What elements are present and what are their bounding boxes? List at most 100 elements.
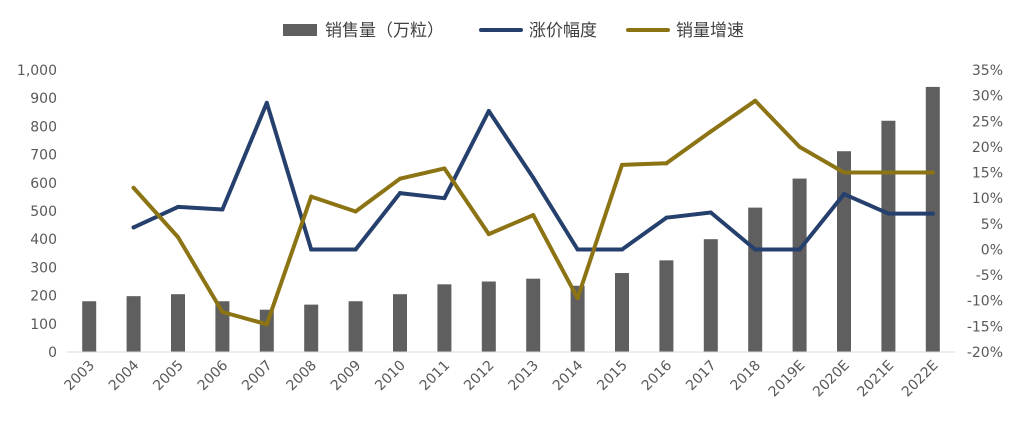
line-point (753, 247, 758, 252)
x-tick-label: 2012 (461, 358, 498, 395)
line-point (575, 296, 580, 301)
right-tick-label: -10% (967, 294, 1003, 310)
line-point (442, 196, 447, 201)
right-tick-label: 15% (972, 166, 1003, 182)
legend-label: 销售量（万粒） (325, 21, 444, 41)
line-point (353, 247, 358, 252)
bar (570, 285, 585, 352)
line-point (708, 129, 713, 134)
right-tick-label: 35% (972, 63, 1003, 79)
left-tick-label: 100 (30, 317, 57, 333)
line-point (264, 100, 269, 105)
line-point (886, 170, 891, 175)
bar (881, 120, 896, 352)
x-tick-label: 2005 (150, 358, 187, 395)
line-point (131, 225, 136, 230)
bar (526, 278, 541, 352)
line-point (575, 247, 580, 252)
x-tick-label: 2004 (106, 357, 143, 394)
line-point (398, 191, 402, 196)
x-tick-label: 2007 (239, 358, 276, 395)
left-tick-label: 1,000 (17, 63, 57, 79)
line-point (220, 207, 225, 212)
line-point (842, 170, 846, 175)
line-point (442, 166, 447, 171)
bar (925, 86, 940, 353)
x-tick-label: 2022E (899, 358, 942, 401)
line-point (930, 170, 935, 175)
line-point (620, 247, 624, 252)
line-point (708, 210, 713, 215)
left-tick-label: 600 (30, 176, 57, 192)
bar (126, 296, 141, 352)
bar (837, 151, 851, 352)
x-tick-label: 2015 (594, 358, 631, 395)
line-point (486, 109, 491, 114)
x-tick-label: 2010 (372, 358, 409, 395)
line-point (309, 247, 314, 252)
line-point (531, 213, 536, 218)
bar (703, 239, 718, 352)
line-point (398, 176, 402, 181)
bar (393, 294, 407, 352)
line-point (620, 162, 624, 167)
line-point (486, 232, 491, 237)
left-tick-label: 900 (30, 91, 57, 107)
line-point (797, 247, 802, 252)
right-tick-label: 0% (981, 242, 1003, 258)
bar (792, 178, 807, 352)
bar (171, 294, 185, 352)
line-point (664, 161, 669, 166)
right-tick-label: 30% (972, 89, 1003, 105)
left-tick-label: 700 (30, 148, 57, 164)
line-point (930, 211, 935, 216)
x-tick-label: 2021E (854, 358, 897, 401)
right-axis-ticks: -20% -15% -10% -5% 0% 5% 10% 15% 20% 25% 30% 35% (967, 63, 1003, 361)
line-point (531, 175, 536, 180)
right-tick-label: -20% (967, 345, 1003, 361)
legend-swatch-bar (283, 24, 317, 36)
line-point (842, 192, 846, 197)
bar-series (82, 86, 940, 353)
left-tick-label: 500 (30, 204, 57, 220)
bar (304, 304, 319, 352)
line-point (309, 194, 314, 199)
right-tick-label: 20% (972, 140, 1003, 156)
x-tick-label: 2016 (639, 357, 676, 394)
line-point (664, 215, 669, 220)
bar (615, 273, 629, 352)
x-tick-label: 2013 (506, 358, 543, 395)
line-series (131, 98, 935, 327)
x-tick-label: 2017 (683, 358, 720, 395)
left-tick-label: 400 (30, 232, 57, 248)
x-axis-ticks: 2003 2004 2005 2006 2007 2008 2009 2010 2011 2012… (62, 357, 942, 400)
bar (659, 260, 674, 352)
line-point (753, 98, 758, 103)
line-point (176, 235, 180, 240)
left-axis-ticks: 0 100 200 300 400 500 600 700 800 900 1,000 (17, 63, 57, 361)
x-tick-label: 2014 (550, 357, 587, 394)
right-tick-label: -5% (976, 268, 1003, 284)
line-point (176, 204, 180, 209)
x-tick-label: 2019E (766, 358, 809, 401)
x-tick-label: 2011 (417, 358, 454, 395)
legend-label: 销量增速 (676, 21, 744, 41)
bar (748, 207, 763, 352)
bar (437, 284, 452, 352)
right-tick-label: -15% (967, 319, 1003, 335)
right-tick-label: 5% (981, 217, 1003, 233)
line-point (264, 322, 269, 327)
left-tick-label: 800 (30, 119, 57, 135)
left-tick-label: 0 (48, 345, 57, 361)
line-point (220, 310, 225, 315)
x-tick-label: 2018 (728, 358, 765, 395)
left-tick-label: 200 (30, 289, 57, 305)
bar (82, 301, 97, 352)
x-tick-label: 2020E (810, 358, 853, 401)
line-point (886, 211, 891, 216)
right-tick-label: 10% (972, 191, 1003, 207)
line-point (131, 185, 136, 190)
x-tick-label: 2006 (195, 357, 232, 394)
bar (481, 281, 496, 352)
